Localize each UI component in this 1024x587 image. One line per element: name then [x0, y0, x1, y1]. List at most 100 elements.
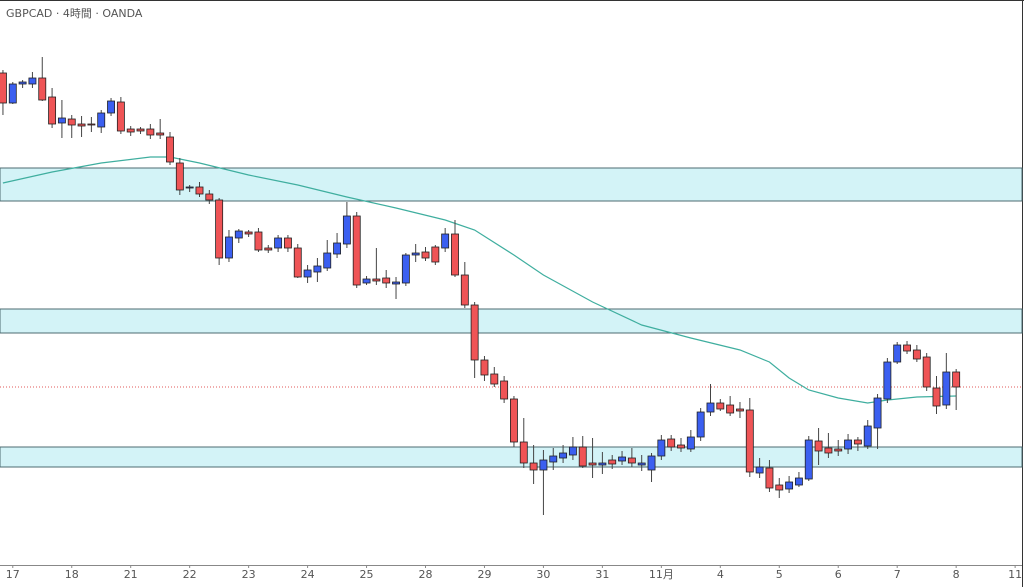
candle-body	[853, 439, 862, 445]
candle-body	[185, 186, 194, 189]
candle-body	[323, 252, 332, 269]
candle-body	[716, 402, 725, 410]
candle-body	[657, 439, 666, 457]
candle-body	[785, 481, 794, 490]
candle-body	[549, 455, 558, 463]
candle-body	[745, 409, 754, 473]
x-tick-label: 23	[242, 568, 256, 581]
x-tick-label: 18	[65, 568, 79, 581]
candle-body	[755, 466, 764, 474]
candle-body	[352, 215, 361, 286]
candle-body	[529, 462, 538, 471]
candle-body	[912, 349, 921, 360]
candle-body	[136, 128, 145, 132]
zone	[0, 167, 1023, 202]
candle-body	[392, 281, 400, 285]
candle-body	[863, 425, 872, 447]
candle-body	[519, 441, 528, 464]
candle-body	[460, 274, 469, 306]
candle-body	[627, 457, 636, 464]
candle-body	[510, 398, 518, 443]
candle-body	[401, 254, 410, 284]
candle-body	[411, 252, 420, 256]
candle-body	[8, 83, 17, 104]
x-tick-label: 6	[835, 568, 842, 581]
candle-body	[244, 231, 253, 235]
candle-body	[57, 117, 66, 124]
candle-body	[726, 404, 735, 414]
candle-body	[67, 118, 76, 126]
candle-body	[608, 459, 617, 465]
candle-body	[736, 408, 744, 412]
candle-body	[667, 438, 676, 448]
candle-body	[706, 402, 715, 413]
x-tick-label: 24	[301, 568, 315, 581]
x-tick-label: 31	[595, 568, 609, 581]
candle-body	[372, 278, 381, 282]
candle-body	[922, 356, 931, 388]
candle-body	[18, 81, 27, 85]
candle-body	[441, 233, 450, 249]
candle-body	[618, 456, 626, 462]
candle-body	[903, 344, 911, 352]
zone	[0, 446, 1023, 468]
x-tick-label: 11月	[649, 568, 674, 581]
candle-body	[175, 162, 184, 191]
candle-body	[421, 251, 430, 259]
candle-body	[696, 411, 705, 438]
x-tick-label: 11	[1008, 568, 1022, 581]
candle-body	[146, 128, 155, 136]
candle-body	[234, 230, 243, 239]
candle-body	[313, 265, 322, 273]
x-tick-label: 17	[6, 568, 20, 581]
candle-body	[578, 446, 587, 467]
candle-body	[932, 387, 941, 407]
candle-body	[205, 193, 214, 201]
candle-body	[38, 77, 47, 101]
candle-body	[116, 101, 125, 132]
candle-body	[844, 439, 853, 450]
candle-body	[156, 132, 165, 136]
zone	[0, 308, 1023, 334]
candle-body	[942, 371, 951, 406]
candle-body	[568, 446, 577, 456]
candle-body	[794, 477, 803, 486]
candle-body	[500, 380, 509, 400]
chart-title: GBPCAD · 4時間 · OANDA	[6, 7, 143, 20]
x-tick-label: 8	[953, 568, 960, 581]
candle-body	[0, 72, 7, 104]
candle-body	[677, 444, 685, 449]
candle-body	[539, 459, 548, 471]
x-tick-label: 28	[419, 568, 433, 581]
candle-body	[77, 123, 86, 127]
candle-body	[303, 269, 312, 278]
moving-average	[2, 156, 957, 404]
x-tick-label: 5	[776, 568, 783, 581]
candle-body	[382, 277, 391, 284]
candle-body	[480, 359, 489, 376]
candle-body	[588, 462, 597, 466]
candle-body	[48, 96, 57, 125]
candle-body	[126, 128, 135, 133]
candle-body	[893, 344, 902, 363]
candle-body	[873, 397, 882, 429]
x-tick-label: 29	[477, 568, 491, 581]
candle-body	[647, 455, 656, 471]
candle-body	[470, 304, 479, 361]
candle-body	[834, 448, 843, 452]
x-tick-label: 7	[894, 568, 901, 581]
candle-body	[293, 247, 302, 278]
x-tick-label: 25	[360, 568, 374, 581]
candle-body	[559, 452, 568, 459]
candle-body	[804, 439, 813, 480]
candle-body	[166, 136, 174, 163]
candle-body	[274, 237, 283, 249]
candle-body	[814, 440, 823, 452]
candle-body	[598, 462, 607, 466]
candle-body	[824, 447, 833, 454]
candle-body	[107, 100, 115, 114]
candle-body	[775, 484, 784, 491]
